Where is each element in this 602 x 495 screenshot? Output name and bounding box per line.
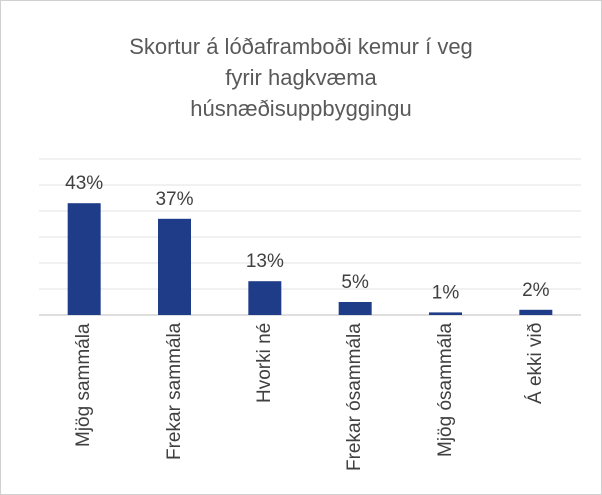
bar [67,203,101,315]
chart-title: Skortur á lóðaframboði kemur í veg fyrir… [129,34,473,121]
x-tick-label: Mjög ósammála [434,323,456,458]
x-tick-label: Mjög sammála [73,323,95,447]
bar [248,281,282,315]
value-label: 37% [155,189,193,210]
x-tick-label: Hvorki né [253,323,275,404]
x-tick-label: Á ekki við [524,323,546,405]
value-label: 2% [522,280,550,301]
value-label: 1% [432,282,460,303]
x-tick-label: Frekar ósammála [344,323,366,471]
bar [519,309,553,315]
value-label: 5% [341,272,369,293]
bar [158,218,191,315]
value-label: 43% [65,173,103,194]
value-label: 13% [246,251,284,272]
bar [429,312,462,315]
x-tick-label: Frekar sammála [163,323,185,461]
bar [338,302,372,315]
